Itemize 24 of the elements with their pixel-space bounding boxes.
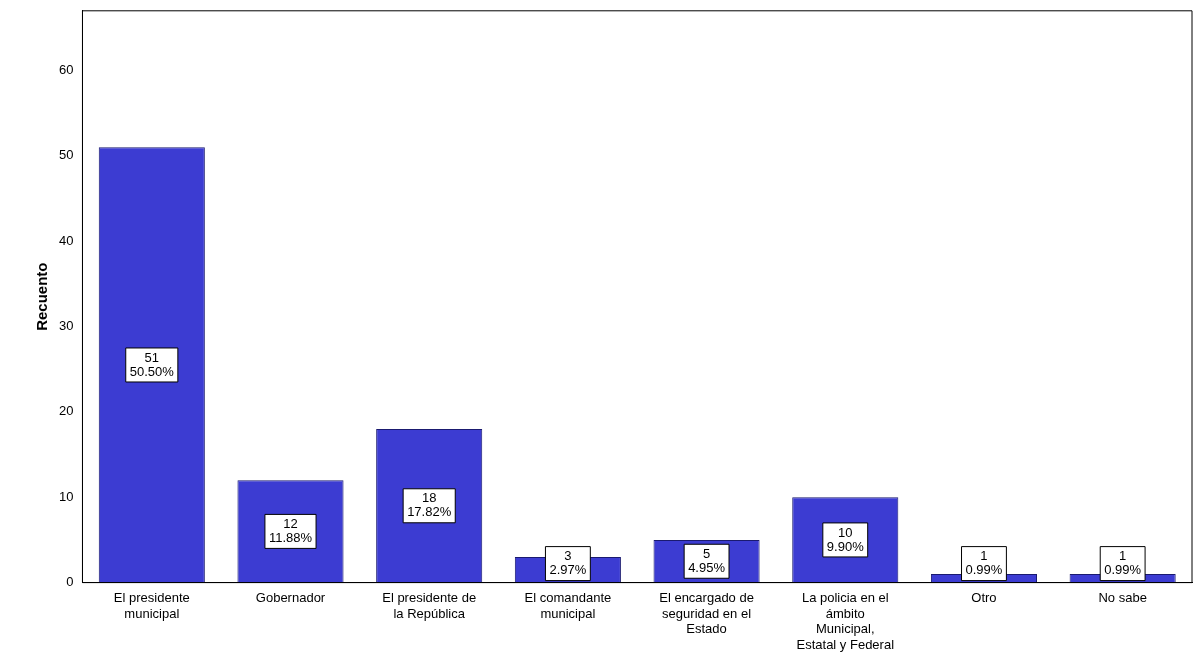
y-tick-label: 10 [58, 488, 74, 504]
y-tick-label: 30 [58, 318, 74, 334]
x-tick-label: El presidente municipal [113, 589, 190, 621]
x-tick-label: No sabe [1098, 589, 1147, 605]
data-label: 1 0.99% [965, 548, 1003, 578]
y-tick-label: 0 [66, 574, 74, 590]
data-label: 1 0.99% [1104, 548, 1142, 578]
data-label: 5 4.95% [688, 545, 726, 575]
x-tick-label: El comandante municipal [524, 589, 612, 621]
x-tick-label: Otro [971, 589, 997, 605]
y-tick-label: 50 [58, 147, 74, 163]
x-tick-label: El encargado de seguridad en el Estado [659, 589, 754, 637]
x-tick-label: El presidente de la República [382, 589, 477, 621]
data-label: 18 17.82% [407, 490, 452, 520]
data-label: 3 2.97% [549, 548, 587, 578]
y-tick-label: 40 [58, 232, 74, 248]
y-axis-title: Recuento [33, 262, 51, 331]
y-tick-label: 20 [58, 403, 74, 419]
y-tick-label: 60 [58, 62, 74, 78]
x-tick-label: Gobernador [255, 589, 326, 605]
data-label: 10 9.90% [826, 524, 865, 554]
x-tick-label: La policia en el ámbito Municipal, Estatal y Federal [796, 589, 895, 652]
data-label: 51 50.50% [129, 349, 175, 379]
data-label: 12 11.88% [268, 515, 313, 545]
